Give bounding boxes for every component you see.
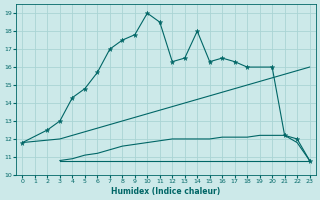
X-axis label: Humidex (Indice chaleur): Humidex (Indice chaleur) [111, 187, 221, 196]
